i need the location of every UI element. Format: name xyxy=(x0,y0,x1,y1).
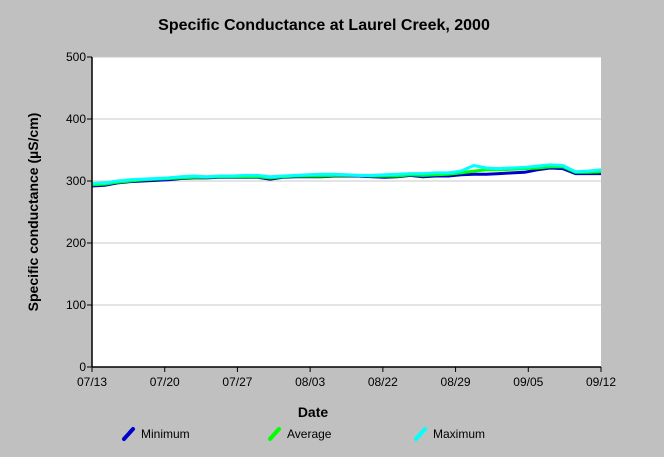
legend-label-minimum: Minimum xyxy=(141,427,190,441)
x-tick-label: 08/03 xyxy=(295,375,325,389)
legend-label-maximum: Maximum xyxy=(433,427,485,441)
x-tick-label: 08/22 xyxy=(368,375,398,389)
series-line-maximum xyxy=(91,163,602,185)
y-tick-label: 400 xyxy=(66,112,86,126)
y-tick-label: 200 xyxy=(66,236,86,250)
y-tick-label: 500 xyxy=(66,50,86,64)
y-tick-label: 0 xyxy=(79,360,86,374)
legend: Minimum Average Maximum xyxy=(122,427,485,441)
x-tick-label: 09/12 xyxy=(586,375,616,389)
x-tick-label: 09/05 xyxy=(513,375,543,389)
chart-title: Specific Conductance at Laurel Creek, 20… xyxy=(158,17,490,34)
legend-swatch-average xyxy=(268,427,281,441)
y-tick-label: 100 xyxy=(66,298,86,312)
axes xyxy=(87,56,602,372)
series-lines xyxy=(91,163,602,188)
legend-swatch-minimum xyxy=(122,427,135,441)
plot-area xyxy=(92,57,601,367)
legend-swatch-maximum xyxy=(414,427,427,441)
y-tick-label: 300 xyxy=(66,174,86,188)
legend-label-average: Average xyxy=(287,427,332,441)
y-axis-title: Specific conductance (µS/cm) xyxy=(25,113,41,312)
x-tick-label: 07/20 xyxy=(150,375,180,389)
x-tick-label: 07/27 xyxy=(222,375,252,389)
grid-lines xyxy=(92,56,601,306)
tick-labels: 0 100 200 300 400 500 07/13 07/20 07/27 08/03 08/2… xyxy=(66,50,616,389)
x-tick-label: 07/13 xyxy=(77,375,107,389)
x-tick-label: 08/29 xyxy=(441,375,471,389)
x-axis-title: Date xyxy=(298,404,329,420)
